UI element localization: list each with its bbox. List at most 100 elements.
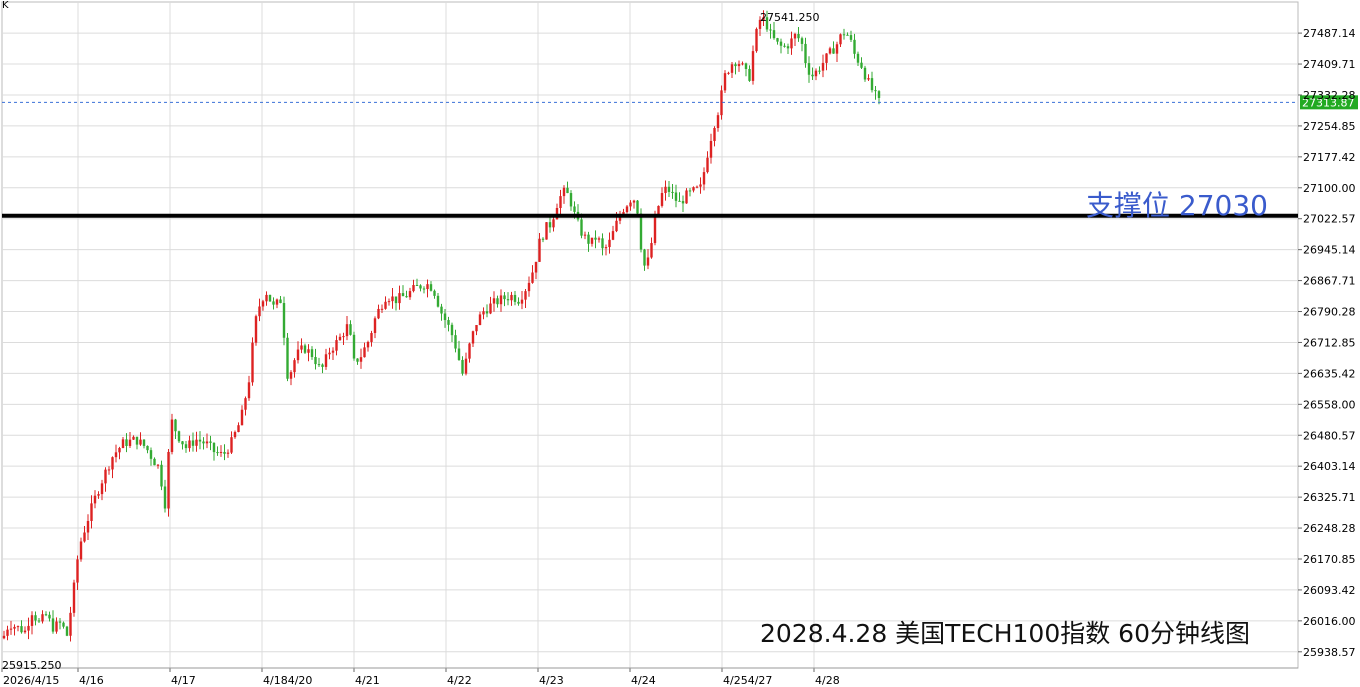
candle-body — [709, 140, 713, 158]
candle-body — [121, 439, 125, 448]
candle-body — [107, 469, 111, 471]
candle-body — [695, 186, 699, 188]
candle-body — [167, 451, 170, 509]
candle-body — [559, 196, 562, 208]
y-tick-label: 27254.85 — [1303, 120, 1356, 133]
candle-body — [552, 219, 555, 228]
candle-body — [674, 192, 678, 201]
candle-body — [97, 494, 100, 496]
candle-body — [289, 372, 293, 379]
candle-body — [457, 348, 461, 360]
candle-body — [874, 90, 877, 92]
candle-body — [429, 284, 433, 291]
candle-body — [818, 70, 821, 72]
candle-body — [303, 345, 307, 353]
candle-body — [181, 441, 184, 445]
candle-body — [377, 308, 380, 319]
candle-body — [867, 78, 870, 80]
candle-body — [877, 91, 881, 98]
candle-body — [790, 38, 793, 49]
candle-body — [660, 193, 664, 206]
x-tick-label: 4/184/20 — [263, 674, 312, 687]
candle-body — [664, 186, 667, 194]
reference-lines: 27313.87 — [2, 95, 1358, 218]
candle-body — [13, 626, 16, 629]
candle-body — [499, 295, 503, 305]
candle-body — [401, 293, 405, 297]
candle-body — [233, 432, 237, 438]
candle-body — [716, 115, 720, 129]
candle-body — [90, 503, 93, 521]
candle-body — [860, 62, 863, 68]
candle-body — [573, 206, 576, 212]
y-tick-label: 26325.71 — [1303, 491, 1356, 504]
candle-body — [506, 299, 510, 301]
chart-title: 2028.4.28 美国TECH100指数 60分钟线图 — [760, 619, 1250, 648]
candle-body — [37, 620, 41, 622]
candle-body — [443, 313, 447, 321]
candle-body — [527, 282, 531, 292]
candle-body — [58, 621, 62, 623]
candle-body — [720, 90, 723, 116]
corner-label: K — [2, 0, 9, 11]
candle-body — [135, 436, 139, 445]
candle-body — [793, 33, 797, 39]
candle-body — [632, 200, 636, 203]
x-tick-label: 4/254/27 — [723, 674, 772, 687]
candle-body — [258, 306, 261, 317]
candle-body — [594, 237, 597, 240]
y-tick-label: 27177.42 — [1303, 151, 1356, 164]
candle-body — [373, 318, 377, 334]
candle-body — [125, 439, 128, 446]
candle-body — [202, 441, 205, 444]
candle-body — [16, 626, 20, 628]
candle-body — [657, 205, 660, 216]
candle-body — [118, 447, 121, 453]
candle-body — [184, 444, 188, 449]
y-tick-label: 27409.71 — [1303, 58, 1356, 71]
candle-body — [671, 191, 674, 193]
candle-body — [128, 439, 132, 446]
candle-body — [195, 439, 198, 446]
candle-body — [615, 220, 618, 232]
candle-body — [328, 352, 331, 355]
x-tick-label: 2026/4/15 — [3, 674, 59, 687]
candle-body — [398, 293, 401, 304]
candle-body — [751, 51, 755, 81]
x-tick-label: 4/16 — [79, 674, 104, 687]
candle-body — [27, 625, 30, 631]
candle-body — [83, 532, 86, 542]
candle-body — [352, 334, 356, 359]
candle-body — [492, 298, 496, 304]
candle-body — [394, 296, 398, 304]
candle-body — [447, 320, 450, 325]
y-tick-label: 27022.57 — [1303, 213, 1356, 226]
candle-body — [405, 296, 408, 298]
candle-body — [821, 62, 825, 71]
candle-body — [832, 48, 835, 54]
candle-body — [363, 347, 366, 358]
candle-body — [41, 614, 44, 622]
candle-body — [625, 206, 629, 213]
candle-body — [604, 247, 608, 249]
candle-body — [300, 345, 303, 350]
candle-body — [114, 452, 118, 458]
candle-body — [268, 294, 272, 302]
y-tick-label: 26790.28 — [1303, 306, 1356, 319]
candle-body — [825, 53, 828, 63]
candle-body — [55, 621, 58, 632]
candle-body — [636, 200, 639, 214]
candle-body — [356, 358, 359, 362]
candle-body — [489, 303, 492, 314]
candle-body — [419, 285, 422, 289]
candle-body — [639, 213, 643, 250]
candle-body — [772, 30, 776, 39]
candle-body — [205, 441, 209, 444]
candle-body — [142, 439, 146, 446]
candle-body — [468, 343, 471, 359]
candle-body — [212, 442, 216, 453]
candle-body — [79, 541, 83, 560]
candle-body — [426, 284, 429, 290]
candle-body — [9, 628, 13, 630]
candle-body — [583, 234, 587, 236]
